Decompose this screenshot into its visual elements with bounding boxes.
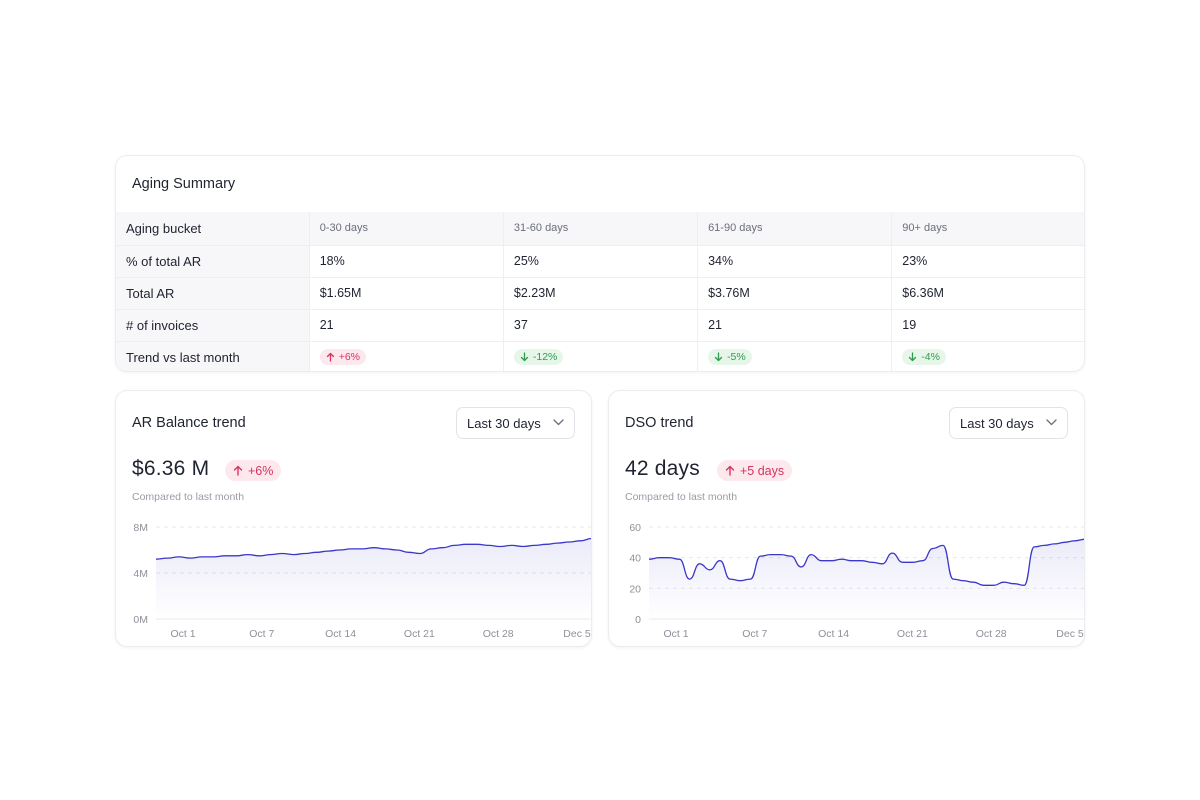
invoices-cell: 37	[502, 308, 698, 341]
table-row-invoices: # of invoices 21 37 21 19	[116, 308, 1084, 341]
x-tick-label: Dec 5	[1056, 628, 1084, 640]
total-cell: $2.23M	[502, 276, 698, 309]
dso-card: DSO trend Last 30 days 42 days +5 days C…	[608, 390, 1085, 647]
chevron-down-icon	[553, 419, 564, 426]
x-tick-label: Oct 7	[249, 628, 274, 640]
bucket-header: 31-60 days	[502, 212, 698, 245]
y-tick-label: 40	[629, 553, 641, 565]
ar-range-dropdown[interactable]: Last 30 days	[456, 407, 575, 439]
y-tick-label: 60	[629, 522, 641, 534]
pct-cell: 25%	[502, 244, 698, 277]
x-tick-label: Oct 21	[404, 628, 435, 640]
arrow-up-icon	[233, 465, 243, 476]
ar-balance-title: AR Balance trend	[132, 415, 246, 431]
dso-chart: 0 20 40 60 Oct 1 Oct 7 Oct 14 Oct 21 Oct 28 Dec 5	[629, 522, 1084, 640]
aging-summary-table: Aging bucket 0-30 days 31-60 days 61-90 …	[116, 212, 1084, 371]
bucket-header: 90+ days	[891, 212, 1084, 245]
dso-title: DSO trend	[625, 415, 694, 431]
arrow-up-icon	[326, 353, 334, 362]
y-tick-label: 4M	[133, 568, 148, 580]
series-area	[156, 538, 591, 619]
trend-badge-down: -12%	[513, 349, 564, 366]
dropdown-label: Last 30 days	[960, 415, 1034, 431]
bucket-header: 0-30 days	[308, 212, 504, 245]
dropdown-label: Last 30 days	[467, 415, 541, 431]
ar-balance-chart: 0M 4M 8M Oct 1 Oct 7 Oct 14 Oct 21 Oct 28 Dec 5	[133, 522, 591, 640]
arrow-up-icon	[725, 465, 735, 476]
invoices-cell: 21	[308, 308, 504, 341]
trend-cell: -12%	[502, 340, 698, 371]
dso-change-badge: +5 days	[717, 460, 793, 481]
invoices-cell: 21	[697, 308, 892, 341]
trend-value: +6%	[338, 351, 360, 364]
y-tick-label: 0M	[133, 614, 148, 626]
table-row-total: Total AR $1.65M $2.23M $3.76M $6.36M	[116, 276, 1084, 309]
series-line	[648, 538, 1084, 586]
ar-balance-card: AR Balance trend Last 30 days $6.36 M +6…	[115, 390, 592, 647]
series-area	[649, 539, 1084, 619]
invoices-cell: 19	[891, 308, 1084, 341]
x-tick-label: Oct 7	[742, 628, 767, 640]
row-label-total: Total AR	[116, 276, 310, 309]
dso-value: 42 days	[625, 457, 700, 480]
arrow-down-icon	[909, 352, 917, 362]
row-label-bucket: Aging bucket	[116, 212, 310, 245]
trend-badge-down: -4%	[902, 349, 946, 366]
series-line	[155, 537, 591, 560]
trend-cell: -4%	[891, 340, 1084, 371]
y-tick-label: 0	[635, 614, 641, 626]
compare-label: Compared to last month	[625, 491, 738, 503]
x-tick-label: Oct 28	[976, 628, 1007, 640]
total-cell: $6.36M	[891, 276, 1084, 309]
ar-balance-value: $6.36 M	[132, 457, 210, 480]
pct-cell: 23%	[891, 244, 1084, 277]
table-row-bucket: Aging bucket 0-30 days 31-60 days 61-90 …	[116, 212, 1084, 245]
trend-value: -4%	[921, 351, 940, 364]
change-value: +6%	[248, 463, 274, 478]
trend-badge-up: +6%	[319, 349, 366, 366]
table-row-pct: % of total AR 18% 25% 34% 23%	[116, 244, 1084, 277]
trend-cell: -5%	[697, 340, 892, 371]
chevron-down-icon	[1046, 419, 1057, 426]
y-tick-label: 8M	[133, 522, 148, 534]
arrow-down-icon	[714, 352, 723, 362]
table-row-trend: Trend vs last month +6% -12% -5%	[116, 340, 1084, 371]
trend-value: -12%	[532, 351, 558, 364]
aging-summary-card: Aging Summary Aging bucket 0-30 days 31-…	[115, 155, 1085, 372]
row-label-trend: Trend vs last month	[116, 340, 310, 371]
x-tick-label: Oct 21	[897, 628, 928, 640]
dso-range-dropdown[interactable]: Last 30 days	[949, 407, 1068, 439]
pct-cell: 18%	[308, 244, 504, 277]
row-label-invoices: # of invoices	[116, 308, 310, 341]
bucket-header: 61-90 days	[697, 212, 892, 245]
pct-cell: 34%	[697, 244, 892, 277]
x-tick-label: Dec 5	[563, 628, 591, 640]
x-tick-label: Oct 14	[818, 628, 849, 640]
x-tick-label: Oct 1	[170, 628, 195, 640]
x-tick-label: Oct 1	[663, 628, 688, 640]
y-tick-label: 20	[629, 583, 641, 595]
x-tick-label: Oct 14	[325, 628, 356, 640]
arrow-down-icon	[520, 352, 529, 362]
compare-label: Compared to last month	[132, 491, 245, 503]
row-label-pct: % of total AR	[116, 244, 310, 277]
trend-value: -5%	[727, 351, 746, 364]
change-value: +5 days	[740, 463, 785, 478]
x-tick-label: Oct 28	[483, 628, 514, 640]
total-cell: $1.65M	[308, 276, 504, 309]
total-cell: $3.76M	[697, 276, 892, 309]
trend-badge-down: -5%	[708, 349, 752, 366]
aging-summary-title: Aging Summary	[132, 176, 236, 192]
ar-change-badge: +6%	[225, 460, 282, 481]
trend-cell: +6%	[308, 340, 504, 371]
